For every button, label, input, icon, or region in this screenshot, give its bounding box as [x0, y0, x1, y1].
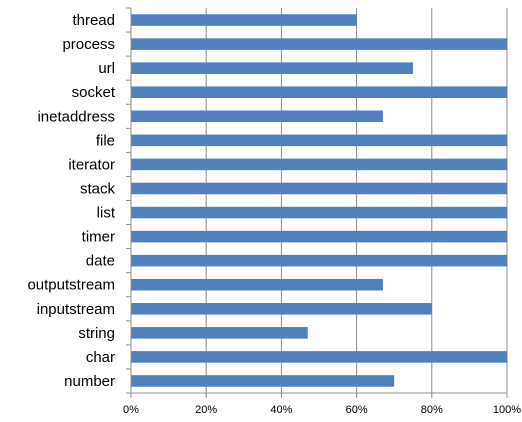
- bar-string: [131, 327, 308, 339]
- x-tick-label: 100%: [493, 404, 521, 416]
- y-tick-label: timer: [82, 229, 115, 246]
- bar-timer: [131, 231, 507, 243]
- x-tick-label: 20%: [195, 404, 217, 416]
- y-tick-label: iterator: [68, 156, 115, 173]
- bar-date: [131, 255, 507, 267]
- y-tick-label: process: [62, 36, 115, 53]
- bar-stack: [131, 183, 507, 195]
- y-tick-label: list: [97, 205, 116, 222]
- y-tick-label: char: [86, 349, 115, 366]
- bar-inetaddress: [131, 111, 383, 123]
- bar-socket: [131, 86, 507, 98]
- bar-number: [131, 375, 394, 387]
- bar-iterator: [131, 159, 507, 171]
- bar-thread: [131, 14, 357, 26]
- bar-file: [131, 135, 507, 147]
- bars: [131, 14, 507, 386]
- y-tick-label: thread: [72, 12, 115, 29]
- x-tick-label: 40%: [270, 404, 292, 416]
- bar-inputstream: [131, 303, 432, 315]
- y-tick-label: socket: [72, 84, 116, 101]
- y-tick-label: stack: [80, 180, 116, 197]
- x-tick-label: 60%: [346, 404, 368, 416]
- bar-outputstream: [131, 279, 383, 291]
- y-tick-label: inetaddress: [37, 108, 115, 125]
- bar-char: [131, 351, 507, 363]
- y-tick-label: url: [98, 60, 115, 77]
- bar-list: [131, 207, 507, 219]
- y-tick-label: outputstream: [27, 277, 115, 294]
- x-tick-label: 0%: [123, 404, 139, 416]
- y-tick-label: number: [64, 373, 115, 390]
- y-axis-labels: thread process url socket inetaddress file ite…: [27, 12, 115, 390]
- y-tick-label: string: [78, 325, 115, 342]
- y-tick-label: date: [86, 253, 115, 270]
- bar-url: [131, 62, 413, 74]
- y-tick-label: inputstream: [37, 301, 115, 318]
- y-tick-label: file: [96, 132, 115, 149]
- x-tick-label: 80%: [421, 404, 443, 416]
- x-axis-labels: 0% 20% 40% 60% 80% 100%: [123, 404, 521, 416]
- bar-process: [131, 38, 507, 50]
